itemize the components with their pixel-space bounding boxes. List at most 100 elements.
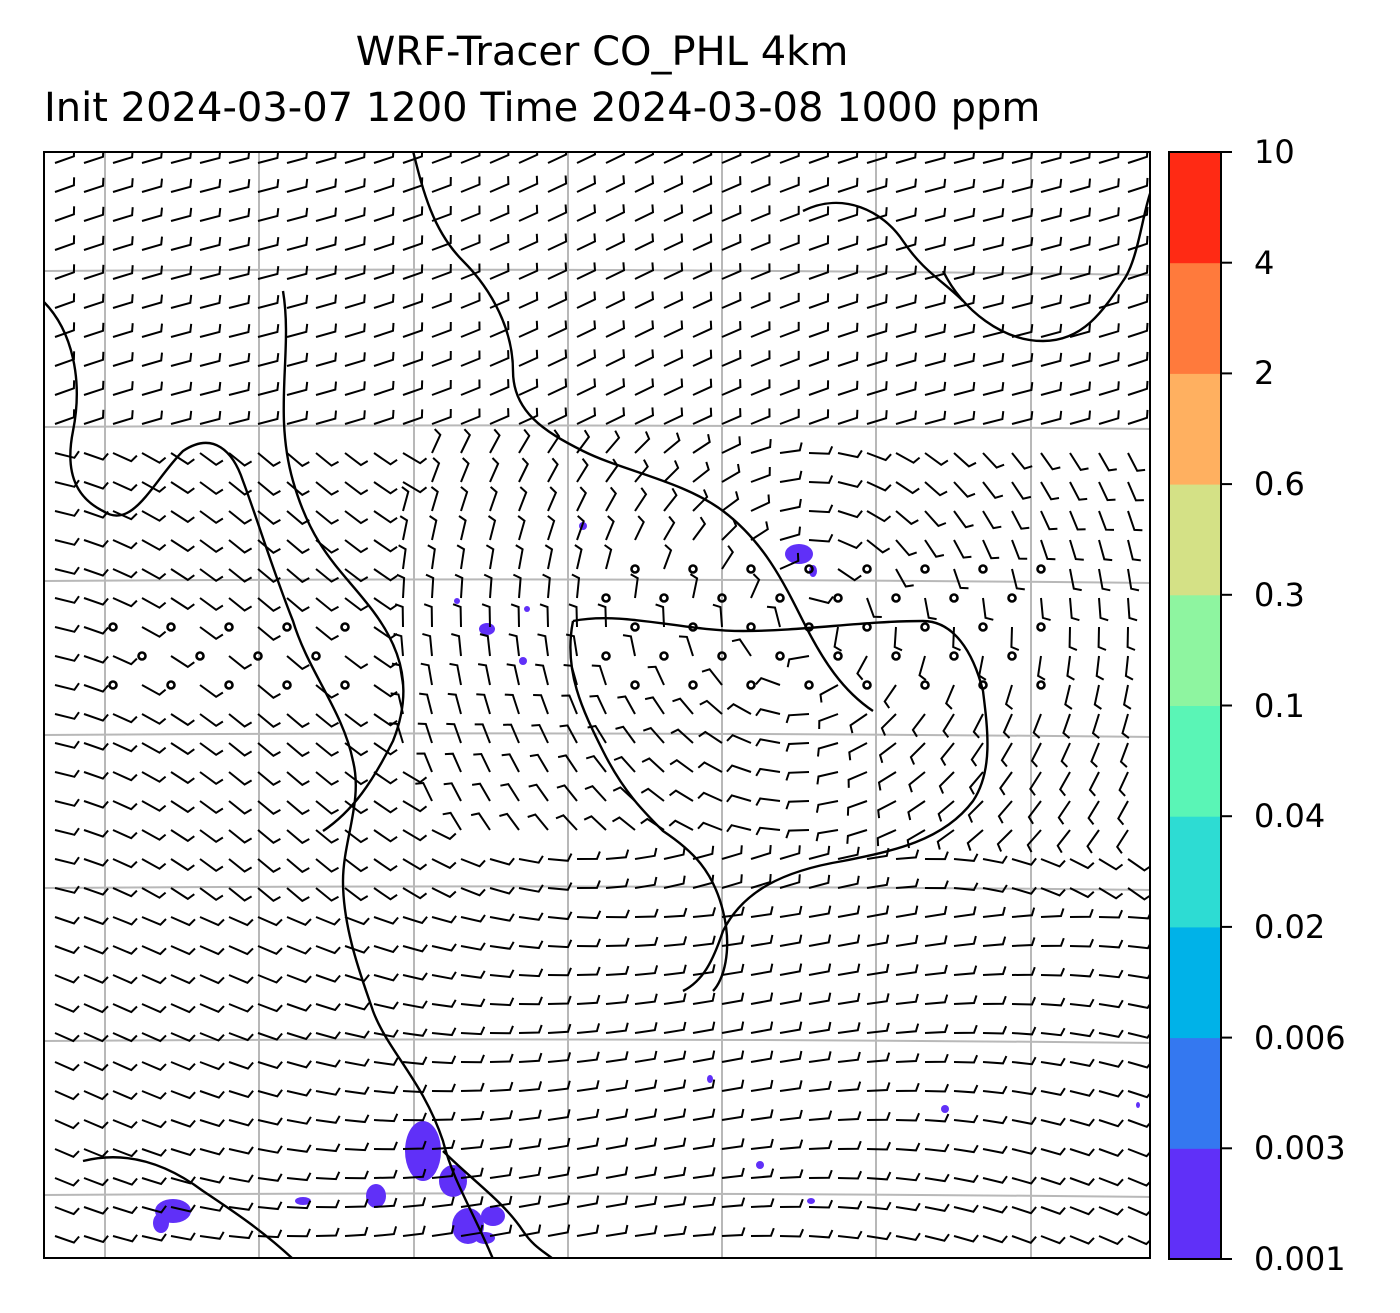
- wind-barb: [54, 885, 80, 894]
- wind-barb: [489, 997, 515, 1007]
- wind-barb: [431, 943, 457, 952]
- wind-barb: [257, 568, 281, 584]
- wind-barb: [1069, 858, 1095, 870]
- wind-barb: [83, 206, 105, 222]
- wind-barb: [866, 539, 891, 554]
- wind-barb: [721, 1021, 745, 1034]
- wind-barb: [489, 263, 510, 280]
- wind-barb: [431, 151, 452, 164]
- wind-barb: [508, 633, 520, 657]
- wind-barb: [423, 603, 433, 628]
- wind-barb: [402, 177, 424, 193]
- wind-barb: [344, 381, 366, 396]
- wind-barb: [83, 293, 105, 309]
- wind-barb: [257, 684, 281, 700]
- wind-barb: [402, 944, 428, 953]
- wind-barb: [808, 293, 830, 309]
- wind-barb: [555, 814, 578, 831]
- wind-barb: [1098, 969, 1124, 979]
- wind-barb: [431, 428, 442, 454]
- wind-barb: [431, 176, 452, 193]
- wind-barb: [460, 151, 481, 164]
- wind-barb: [779, 151, 800, 164]
- wind-barb: [583, 815, 607, 831]
- wind-barb: [286, 800, 310, 816]
- wind-barb: [848, 742, 868, 761]
- wind-barb: [750, 350, 771, 367]
- wind-barb: [1069, 294, 1091, 309]
- wind-barb: [895, 1053, 920, 1063]
- wind-barb: [808, 934, 832, 947]
- wind-barb: [431, 263, 452, 280]
- wind-barb: [83, 264, 105, 280]
- wind-barb: [54, 450, 80, 459]
- wind-barb: [953, 935, 977, 947]
- tracer-patch: [479, 623, 495, 635]
- wind-barb: [373, 973, 399, 982]
- wind-barb: [257, 945, 283, 955]
- wind-barb: [373, 771, 398, 785]
- wind-barb: [112, 742, 138, 753]
- wind-barb: [460, 887, 486, 897]
- wind-barb: [866, 510, 892, 523]
- wind-barb: [663, 151, 684, 164]
- wind-barb: [199, 1061, 225, 1071]
- wind-barb: [663, 460, 680, 483]
- wind-barb: [54, 827, 80, 836]
- wind-barb: [112, 974, 138, 985]
- wind-barb: [83, 713, 109, 722]
- wind-barb: [982, 323, 1005, 338]
- wind-barb: [1069, 510, 1086, 531]
- wind-barb: [1011, 294, 1034, 309]
- wind-barb: [83, 1235, 109, 1244]
- wind-barb: [228, 410, 251, 425]
- wind-barb: [866, 1022, 890, 1034]
- wind-barb: [1069, 938, 1095, 948]
- coastline-west: [43, 300, 495, 1259]
- wind-barb: [373, 742, 398, 756]
- calm-marker: [746, 564, 756, 574]
- wind-barb: [431, 999, 457, 1008]
- wind-barb: [315, 597, 339, 612]
- wind-barb: [431, 350, 452, 367]
- wind-barb: [373, 945, 399, 954]
- wind-barb: [286, 236, 309, 251]
- wind-barb: [576, 880, 601, 889]
- wind-barb: [83, 177, 105, 193]
- wind-barb: [576, 291, 597, 309]
- wind-barb: [726, 734, 752, 744]
- wind-barb: [779, 905, 803, 918]
- wind-barb: [1040, 294, 1063, 309]
- wind-barb: [672, 697, 694, 715]
- wind-barb: [451, 633, 462, 657]
- wind-barb: [750, 845, 772, 860]
- wind-barb: [54, 177, 76, 193]
- wind-barb: [431, 408, 452, 425]
- wind-barb: [547, 320, 568, 338]
- wind-barb: [402, 1168, 427, 1179]
- wind-barb: [1037, 655, 1046, 681]
- colorbar-bin: [1169, 484, 1221, 596]
- wind-barb: [430, 486, 439, 512]
- wind-barb: [1118, 771, 1129, 797]
- wind-barb: [808, 1110, 833, 1121]
- wind-barb: [617, 695, 636, 715]
- wind-barb: [373, 1113, 399, 1123]
- wind-barb: [1097, 626, 1107, 651]
- wind-barb: [721, 379, 742, 396]
- wind-barb: [697, 791, 723, 802]
- wind-barb: [982, 995, 1007, 1005]
- wind-barb: [518, 996, 543, 1006]
- wind-barb: [612, 786, 636, 802]
- wind-barb: [808, 380, 830, 396]
- wind-barb: [517, 515, 526, 541]
- wind-barb: [141, 178, 163, 193]
- wind-barb: [518, 151, 539, 164]
- wind-barb: [518, 320, 539, 338]
- wind-barb: [518, 1081, 543, 1092]
- wind-barb: [721, 1050, 745, 1063]
- wind-barb: [1040, 908, 1065, 918]
- wind-barb: [1069, 352, 1091, 367]
- wind-barb: [750, 292, 771, 309]
- wind-barb: [344, 207, 366, 222]
